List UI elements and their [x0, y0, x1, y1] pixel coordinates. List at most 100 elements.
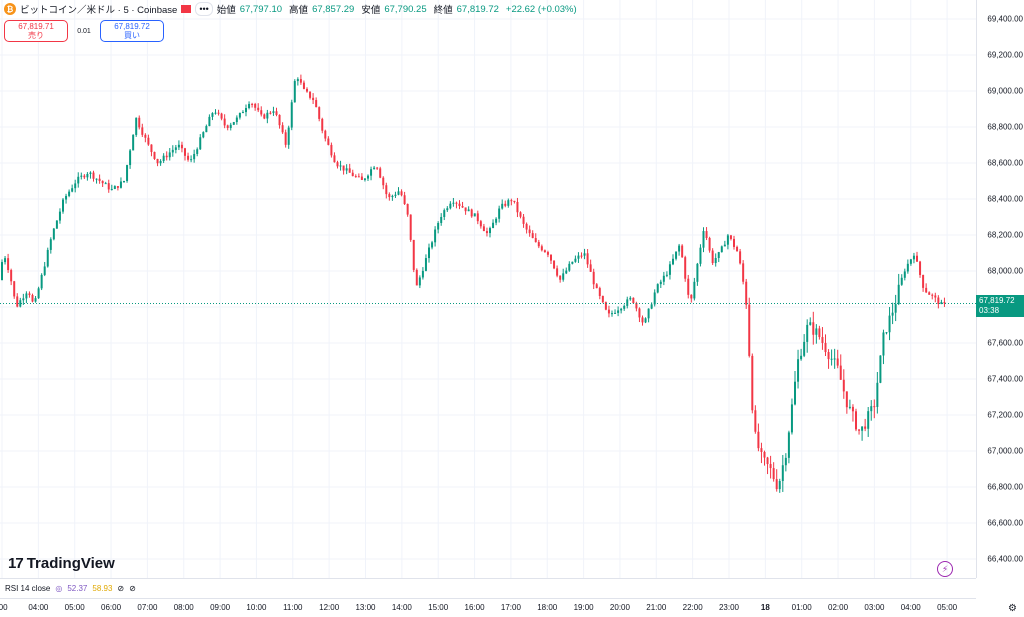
candle-body — [92, 172, 95, 179]
candle-body — [540, 246, 543, 251]
candle-body — [333, 155, 336, 163]
price-tick: 67,400.00 — [987, 374, 1023, 384]
price-axis[interactable]: 69,400.00 69,200.00 69,000.00 68,800.00 68,6… — [976, 0, 1024, 578]
candle-body — [34, 298, 37, 302]
candle-body — [672, 258, 674, 265]
candle-body — [141, 127, 144, 135]
candle-body — [321, 118, 324, 131]
candle-body — [254, 103, 257, 108]
candle-body — [428, 247, 430, 259]
time-tick: 04:00 — [900, 603, 921, 612]
candle-body — [821, 337, 824, 343]
candle-body — [229, 124, 232, 128]
price-tick: 66,400.00 — [987, 554, 1023, 564]
candle-body — [928, 292, 931, 295]
tradingview-logo[interactable]: 17 TradingView — [8, 555, 115, 572]
candle-body — [269, 112, 272, 114]
rsi-settings-icon[interactable]: ◎ — [55, 584, 63, 593]
candle-body — [77, 176, 80, 184]
candle-body — [751, 355, 754, 411]
price-tick: 67,600.00 — [987, 338, 1023, 348]
time-tick: 09:00 — [210, 603, 231, 612]
hide-icon[interactable]: ⊘ — [117, 584, 125, 593]
candle-body — [595, 284, 598, 289]
candle-body — [28, 293, 31, 296]
time-tick: 18:00 — [537, 603, 558, 612]
candle-body — [214, 112, 217, 114]
last-price-value: 67,819.72 — [979, 296, 1015, 306]
settings-icon[interactable]: ⚙ — [1008, 603, 1017, 614]
candle-body — [879, 355, 882, 383]
candle-body — [513, 200, 516, 202]
candle-body — [653, 292, 656, 305]
candle-body — [885, 332, 888, 334]
chart-area[interactable] — [0, 0, 976, 578]
candle-body — [586, 253, 589, 265]
candle-body — [861, 426, 864, 431]
candle-body — [855, 411, 857, 430]
candle-body — [348, 168, 351, 173]
candle-body — [373, 167, 376, 170]
time-tick: 19:00 — [573, 603, 594, 612]
time-tick: 13:00 — [355, 603, 376, 612]
price-tick: 67,200.00 — [987, 410, 1023, 420]
candle-body — [656, 284, 659, 293]
candle-body — [434, 229, 437, 243]
candle-body — [174, 147, 177, 150]
close-value: 67,819.72 — [456, 3, 499, 15]
candle-body — [409, 214, 412, 240]
candle-body — [644, 318, 647, 323]
candle-body — [385, 185, 388, 195]
candle-body — [516, 201, 519, 213]
sell-button[interactable]: 67,819.71 売り — [4, 20, 68, 42]
more-options-button[interactable]: ••• — [195, 2, 213, 16]
time-axis[interactable]: :00 04:00 05:00 06:00 07:00 08:00 09:00 10:00 11… — [0, 598, 976, 617]
candle-body — [800, 355, 803, 360]
lightning-icon[interactable]: ⚡ — [937, 561, 953, 577]
candle-body — [839, 365, 842, 380]
candle-body — [745, 281, 748, 305]
open-label: 始値 — [216, 5, 236, 16]
candle-body — [260, 110, 263, 115]
candle-body — [266, 112, 269, 119]
candle-body — [431, 242, 434, 248]
candle-body — [580, 255, 583, 257]
candle-body — [882, 332, 885, 356]
candle-body — [415, 269, 418, 286]
candle-body — [754, 410, 757, 432]
candle-body — [546, 252, 549, 255]
candle-body — [49, 239, 52, 250]
candle-body — [412, 239, 415, 270]
candle-body — [760, 448, 763, 452]
candle-body — [501, 203, 504, 209]
candle-body — [714, 258, 717, 264]
candle-body — [113, 186, 116, 189]
candle-body — [894, 304, 897, 313]
candle-body — [720, 246, 723, 253]
candle-body — [62, 199, 64, 212]
candle-body — [553, 260, 556, 269]
candle-body — [510, 200, 513, 202]
buy-button[interactable]: 67,819.72 買い — [100, 20, 164, 42]
candle-body — [217, 112, 220, 114]
time-tick: 06:00 — [101, 603, 122, 612]
candlestick-plot[interactable] — [0, 0, 976, 578]
time-tick: 05:00 — [937, 603, 958, 612]
candle-body — [769, 464, 772, 469]
candle-body — [498, 208, 501, 219]
candle-body — [306, 88, 308, 92]
candle-body — [571, 261, 574, 264]
candle-body — [525, 223, 528, 230]
price-tick: 66,800.00 — [987, 482, 1023, 492]
candle-body — [519, 212, 522, 217]
rsi-label[interactable]: RSI 14 close — [5, 584, 51, 593]
candle-body — [708, 237, 711, 251]
flag-icon[interactable] — [181, 5, 192, 13]
candle-body — [446, 208, 449, 211]
symbol-title[interactable]: ビットコイン／米ドル · 5 · Coinbase — [20, 5, 178, 16]
time-tick: 03:00 — [864, 603, 885, 612]
candle-body — [159, 160, 162, 164]
remove-icon[interactable]: ⊘ — [129, 584, 136, 593]
candle-body — [937, 297, 940, 305]
high-value: 67,857.29 — [312, 3, 355, 15]
